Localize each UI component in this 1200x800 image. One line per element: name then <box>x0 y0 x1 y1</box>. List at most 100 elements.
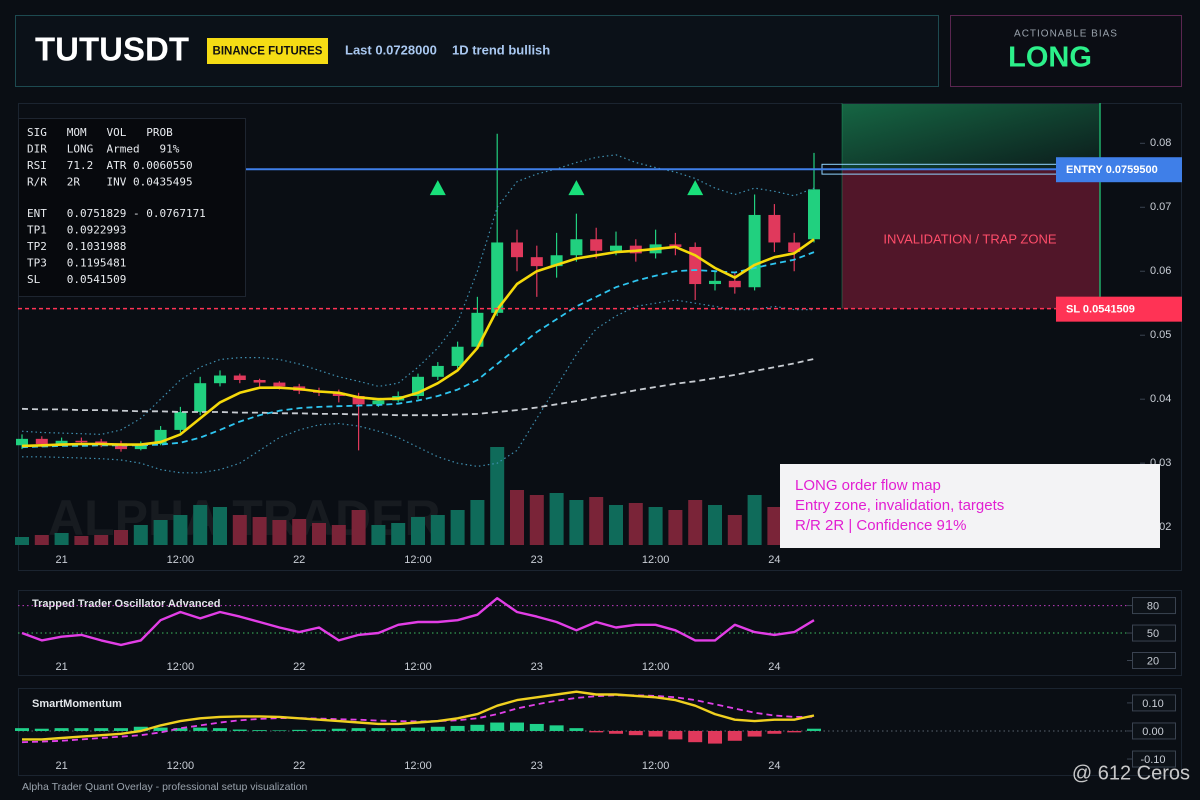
candle-body <box>55 440 68 444</box>
level-label: ENTRY 0.0759500 <box>1066 164 1158 176</box>
histogram-bar <box>668 730 683 740</box>
candle-body <box>491 242 504 313</box>
histogram-bar <box>232 729 247 731</box>
y-tick-box <box>1132 750 1176 768</box>
volume-bar <box>589 497 604 545</box>
candle-body <box>372 400 385 405</box>
volume-bar <box>470 500 485 545</box>
candle-body <box>253 380 266 383</box>
trend: 1D trend bullish <box>452 42 550 57</box>
candle-body <box>530 257 543 267</box>
histogram-bar <box>371 728 386 731</box>
histogram-bar <box>54 728 69 731</box>
volume-bar <box>54 533 69 545</box>
volume-bar <box>727 515 742 545</box>
level-label: SL 0.0541509 <box>1066 304 1135 316</box>
note-line: R/R 2R | Confidence 91% <box>795 517 966 534</box>
candle-body <box>174 411 187 430</box>
candle-body <box>115 443 127 450</box>
level-tag <box>1056 296 1182 322</box>
volume-bar <box>133 525 148 545</box>
volume-bar <box>272 520 287 545</box>
y-tick-label: 0.05 <box>1150 329 1171 341</box>
histogram-bar <box>747 730 762 737</box>
signal-marker <box>568 180 585 196</box>
y-tick-label: -0.10 <box>1140 754 1165 766</box>
y-tick-box <box>1132 694 1176 712</box>
candle-body <box>570 239 583 256</box>
signal-marker <box>687 180 704 196</box>
candle-body <box>352 395 365 405</box>
histogram-bar <box>529 723 544 731</box>
histogram-bar <box>609 730 623 734</box>
candle-body <box>788 242 801 253</box>
candle-body <box>75 440 88 443</box>
x-tick-label: 12:00 <box>167 661 195 673</box>
histogram-bar <box>688 730 703 743</box>
x-tick-label: 23 <box>531 661 543 673</box>
histogram-bar <box>450 725 465 731</box>
candle-body <box>214 375 226 384</box>
candle-body <box>768 214 781 243</box>
y-tick-label: 0.06 <box>1150 265 1171 277</box>
x-tick-label: 22 <box>293 760 305 772</box>
histogram-bar <box>133 726 148 731</box>
series-line <box>21 358 815 417</box>
volume-bar <box>391 523 406 545</box>
y-tick-label: 20 <box>1147 655 1159 667</box>
histogram-bar <box>411 727 425 731</box>
note-box: LONG order flow map Entry zone, invalida… <box>780 464 1160 548</box>
histogram-bar <box>708 730 722 744</box>
info-line: DIR LONG Armed 91% <box>27 143 180 156</box>
info-line: SIG MOM VOL PROB <box>27 126 173 139</box>
last-price: Last 0.0728000 <box>345 42 437 57</box>
info-line: SL 0.0541509 <box>27 273 126 286</box>
histogram-bar <box>470 724 485 731</box>
x-tick-label: 24 <box>768 661 780 673</box>
volume-bar <box>648 507 663 545</box>
info-line: TP3 0.1195481 <box>27 257 126 270</box>
signal-marker <box>429 180 446 196</box>
symbol: TUTUSDT <box>35 31 189 68</box>
histogram-bar <box>292 729 307 731</box>
candle-body <box>273 382 286 387</box>
histogram-bar <box>430 726 445 731</box>
info-line: ENT 0.0751829 - 0.0767171 <box>27 207 206 220</box>
exchange-badge <box>207 38 328 64</box>
candle-body <box>194 383 207 412</box>
candle-body <box>233 375 246 381</box>
y-tick-box <box>1132 597 1176 615</box>
histogram-bar <box>767 730 782 734</box>
histogram-bar <box>312 729 326 731</box>
info-line: TP1 0.0922993 <box>27 224 126 237</box>
note-line: Entry zone, invalidation, targets <box>795 497 1004 514</box>
histogram-bar <box>510 722 524 731</box>
volume-bar <box>529 495 544 545</box>
note-background <box>780 464 1160 548</box>
candle-body <box>748 214 761 288</box>
candle-body <box>431 365 444 377</box>
y-tick-label: 50 <box>1147 628 1159 640</box>
panel-title: Trapped Trader Oscillator Advanced <box>32 598 221 610</box>
volume-bar <box>510 490 524 545</box>
x-tick-label: 24 <box>768 554 780 566</box>
volume-bar <box>193 505 208 545</box>
candle-body <box>35 438 48 444</box>
candle-body <box>451 346 464 366</box>
level-tag <box>1056 157 1182 183</box>
candle-body <box>808 189 820 240</box>
volume-bar <box>708 505 722 545</box>
y-tick-label: 0.07 <box>1150 201 1171 213</box>
volume-bar <box>351 510 366 545</box>
series-line <box>21 154 815 435</box>
volume-bar <box>312 523 326 545</box>
bias-value: LONG <box>1008 42 1092 74</box>
candle-body <box>728 280 741 288</box>
info-line: TP2 0.1031988 <box>27 240 126 253</box>
histogram-bar <box>213 728 227 731</box>
exchange: BINANCE FUTURES <box>213 46 323 58</box>
volume-bar <box>688 500 703 545</box>
volume-bar <box>114 530 128 545</box>
note-line: LONG order flow map <box>795 477 941 494</box>
